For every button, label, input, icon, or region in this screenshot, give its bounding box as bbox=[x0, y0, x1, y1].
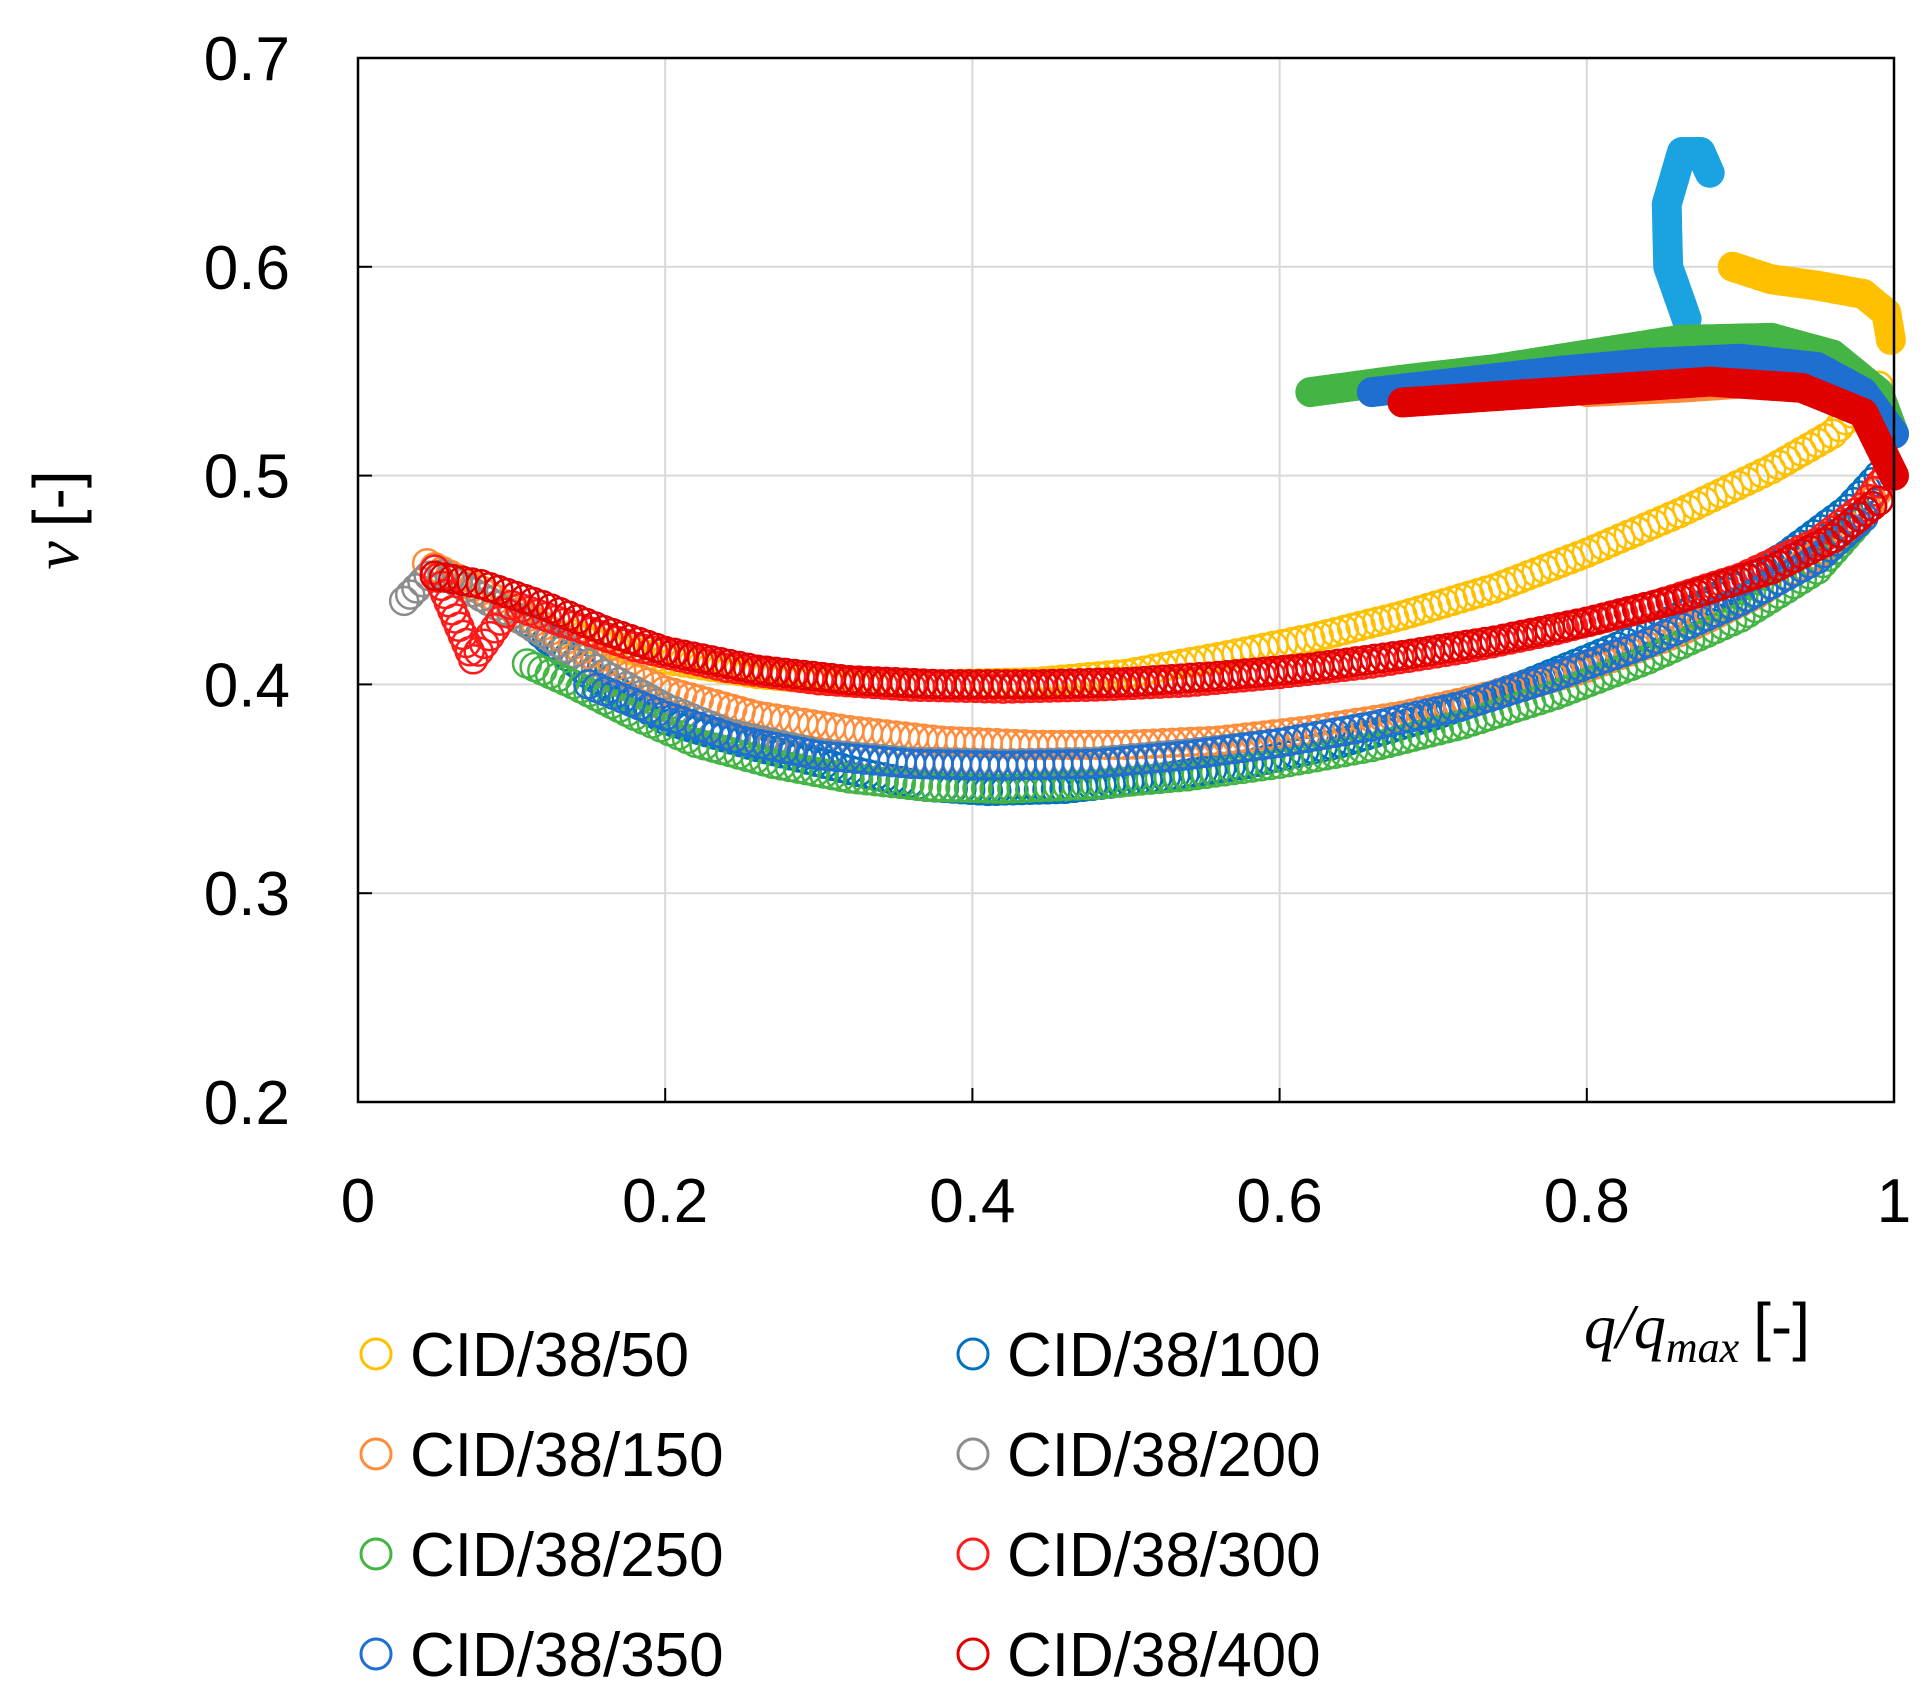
legend-item: CID/38/150 bbox=[359, 1421, 724, 1490]
y-tick-labels: 0.2 0.3 0.4 0.5 0.6 0.7 bbox=[204, 25, 290, 1138]
data-point bbox=[885, 768, 916, 800]
data-point bbox=[1801, 427, 1833, 458]
data-point bbox=[876, 767, 908, 799]
data-point bbox=[928, 771, 959, 803]
data-point bbox=[457, 644, 489, 675]
legend-marker bbox=[359, 1537, 393, 1571]
data-point bbox=[1786, 436, 1818, 467]
y-tick-label: 0.7 bbox=[204, 25, 290, 94]
data-point bbox=[1755, 454, 1787, 485]
data-point bbox=[1778, 556, 1810, 587]
data-point bbox=[1801, 530, 1833, 562]
data-point bbox=[919, 771, 951, 803]
data-point bbox=[936, 772, 968, 803]
legend-label: CID/38/300 bbox=[1007, 1521, 1321, 1590]
legend-label: CID/38/200 bbox=[1007, 1421, 1321, 1490]
data-point bbox=[474, 620, 505, 652]
data-point bbox=[1725, 585, 1756, 617]
data-point bbox=[1794, 431, 1825, 463]
legend-label: CID/38/250 bbox=[410, 1521, 724, 1590]
x-tick-label: 0.8 bbox=[1544, 1167, 1630, 1236]
legend-item: CID/38/50 bbox=[359, 1321, 689, 1390]
legend-marker bbox=[956, 1637, 990, 1671]
data-point bbox=[1863, 485, 1894, 516]
data-point bbox=[1763, 564, 1795, 596]
y-axis-label: ν[-] bbox=[20, 470, 92, 569]
data-point bbox=[463, 636, 494, 667]
legend-item: CID/38/400 bbox=[956, 1621, 1321, 1688]
x-tick-label: 1 bbox=[1877, 1167, 1911, 1236]
data-point bbox=[1771, 560, 1802, 592]
legend-marker bbox=[956, 1537, 990, 1571]
y-tick-label: 0.4 bbox=[204, 651, 290, 720]
x-axis-label: q/qmax [-] bbox=[1584, 1290, 1810, 1372]
legend-item: CID/38/300 bbox=[956, 1521, 1321, 1590]
legend-label: CID/38/50 bbox=[410, 1321, 689, 1390]
x-tick-label: 0.6 bbox=[1236, 1167, 1322, 1236]
data-point bbox=[394, 579, 426, 610]
legend-item: CID/38/250 bbox=[359, 1521, 724, 1590]
x-tick-label: 0.4 bbox=[929, 1167, 1015, 1236]
data-point bbox=[485, 605, 516, 636]
series-CID-38-400 bbox=[419, 366, 1909, 700]
x-tick-label: 0 bbox=[341, 1167, 375, 1236]
legend-item: CID/38/350 bbox=[359, 1621, 724, 1688]
y-tick-label: 0.3 bbox=[204, 860, 290, 929]
legend-marker bbox=[956, 1337, 990, 1371]
y-tick-label: 0.5 bbox=[204, 443, 290, 512]
data-point bbox=[868, 766, 899, 798]
data-point bbox=[479, 613, 511, 644]
data-point bbox=[859, 765, 891, 797]
data-point bbox=[1771, 445, 1802, 476]
legend-label: CID/38/350 bbox=[410, 1621, 724, 1688]
legend-marker bbox=[359, 1337, 393, 1371]
series-CID-38-350 bbox=[573, 343, 1909, 782]
legend-item: CID/38/200 bbox=[956, 1421, 1321, 1490]
data-point bbox=[1778, 440, 1810, 472]
legend-item: CID/38/100 bbox=[956, 1321, 1321, 1390]
x-tick-labels: 0 0.2 0.4 0.6 0.8 1 bbox=[341, 1167, 1911, 1236]
data-point bbox=[1763, 449, 1795, 481]
axis-ticks bbox=[357, 57, 1895, 1103]
data-point-reload bbox=[1875, 324, 1906, 355]
data-marks bbox=[388, 137, 1909, 807]
data-point bbox=[550, 632, 581, 664]
legend-marker bbox=[956, 1437, 990, 1471]
y-tick-label: 0.6 bbox=[204, 234, 290, 303]
data-point bbox=[1786, 552, 1818, 583]
y-tick-label: 0.2 bbox=[204, 1069, 290, 1138]
legend-label: CID/38/400 bbox=[1007, 1621, 1321, 1688]
data-point bbox=[588, 658, 620, 690]
data-point bbox=[1856, 490, 1888, 522]
legend-marker bbox=[359, 1437, 393, 1471]
data-point bbox=[945, 772, 976, 803]
legend-label: CID/38/100 bbox=[1007, 1321, 1321, 1390]
legend: CID/38/50 CID/38/100 CID/38/150 CID/38/200 C… bbox=[359, 1321, 1321, 1688]
data-point bbox=[519, 612, 550, 644]
legend-marker bbox=[359, 1637, 393, 1671]
plot-frame bbox=[356, 56, 1896, 1104]
data-point bbox=[1748, 587, 1779, 619]
data-point bbox=[468, 628, 500, 660]
data-point bbox=[1778, 568, 1810, 600]
data-point bbox=[388, 585, 420, 617]
x-tick-label: 0.2 bbox=[622, 1167, 708, 1236]
data-point-reload bbox=[1694, 157, 1725, 188]
legend-label: CID/38/150 bbox=[410, 1421, 724, 1490]
data-point bbox=[542, 627, 573, 658]
